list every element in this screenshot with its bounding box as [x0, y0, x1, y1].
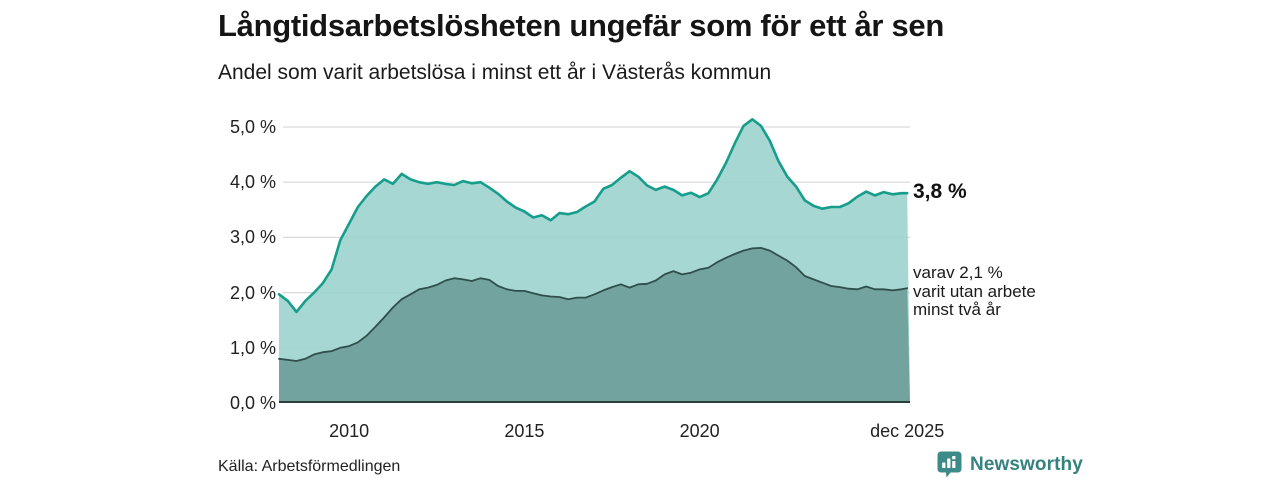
bar-chart-pin-icon [937, 451, 962, 478]
annotation-two-year: varav 2,1 % varit utan arbete minst två … [913, 263, 1036, 320]
y-tick-label: 5,0 % [229, 117, 276, 137]
x-tick-label: 2020 [679, 421, 720, 441]
page-title: Långtidsarbetslösheten ungefär som för e… [218, 8, 945, 43]
newsworthy-logo: Newsworthy [937, 451, 1083, 478]
x-tick-label: dec 2025 [870, 421, 945, 441]
y-tick-label: 4,0 % [229, 172, 276, 193]
plot-svg [277, 118, 910, 404]
y-tick-label: 2,0 % [229, 282, 276, 303]
y-tick-label: 0,0 % [229, 393, 276, 413]
x-tick-label: 2015 [504, 421, 545, 441]
y-tick-label: 1,0 % [229, 337, 276, 358]
annotation-two-year-line2: varit utan arbete [913, 281, 1036, 301]
annotation-two-year-line1: varav 2,1 % [913, 263, 1003, 282]
brand-name: Newsworthy [970, 453, 1083, 475]
x-tick-label: 2010 [329, 421, 370, 441]
annotation-two-year-line3: minst två år [913, 300, 1001, 319]
annotation-latest-total: 3,8 % [913, 180, 967, 204]
y-tick-label: 3,0 % [229, 227, 276, 248]
source-note: Källa: Arbetsförmedlingen [218, 458, 401, 475]
chart-subtitle: Andel som varit arbetslösa i minst ett å… [218, 61, 772, 84]
